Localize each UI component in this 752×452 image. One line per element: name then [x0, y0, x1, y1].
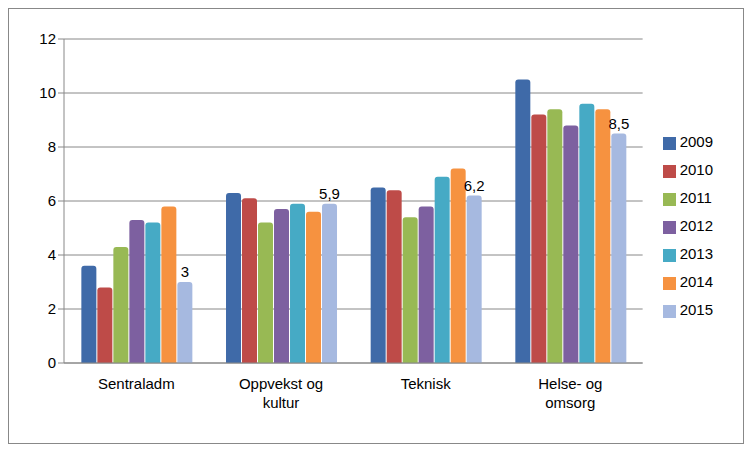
svg-text:0: 0 — [48, 354, 56, 371]
svg-text:5,9: 5,9 — [319, 185, 340, 202]
svg-text:Oppvekst ogkultur: Oppvekst ogkultur — [239, 375, 323, 411]
svg-text:Teknisk: Teknisk — [401, 375, 452, 392]
svg-text:6: 6 — [48, 192, 56, 209]
svg-text:6,2: 6,2 — [464, 177, 485, 194]
html-text:2013: 2013 — [679, 245, 713, 262]
svg-text:Helse- ogomsorg: Helse- ogomsorg — [538, 375, 602, 411]
svg-text:8: 8 — [48, 138, 56, 155]
html-text:2014: 2014 — [679, 273, 713, 290]
html-text:2012: 2012 — [679, 217, 713, 234]
svg-text:8,5: 8,5 — [608, 115, 629, 132]
svg-text:12: 12 — [39, 30, 56, 47]
html-text:2009: 2009 — [679, 133, 713, 150]
html-text:2015: 2015 — [679, 301, 713, 318]
html-text:2010: 2010 — [679, 161, 713, 178]
svg-text:10: 10 — [39, 84, 56, 101]
svg-text:3: 3 — [181, 263, 189, 280]
svg-text:Sentraladm: Sentraladm — [98, 375, 175, 392]
html-text:2011: 2011 — [679, 189, 712, 206]
svg-text:4: 4 — [48, 246, 56, 263]
svg-text:2: 2 — [48, 300, 56, 317]
